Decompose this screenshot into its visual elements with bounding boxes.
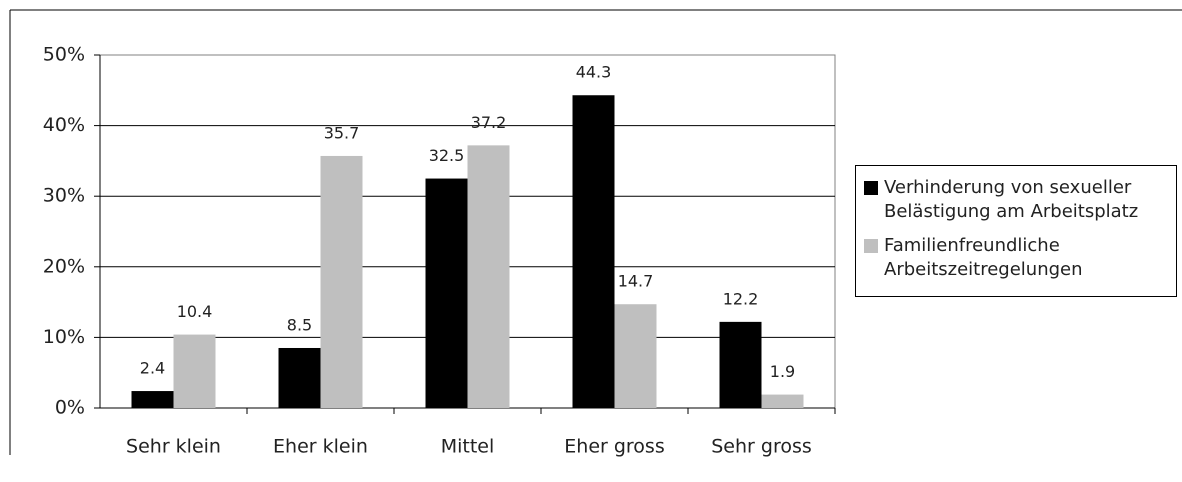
y-tick-label: 50% — [43, 44, 85, 66]
bar — [173, 334, 216, 408]
y-tick-label: 20% — [43, 255, 85, 277]
value-label: 8.5 — [287, 315, 312, 334]
value-label: 12.2 — [723, 289, 759, 308]
x-tick-label: Eher klein — [273, 436, 368, 458]
legend-item: Verhinderung von sexueller Belästigung a… — [862, 176, 1170, 224]
legend-swatch — [864, 181, 878, 195]
value-label: 37.2 — [471, 113, 507, 132]
bar — [131, 391, 174, 408]
x-tick-label: Mittel — [441, 436, 495, 458]
value-label: 14.7 — [618, 272, 654, 291]
value-label: 35.7 — [324, 123, 360, 142]
y-tick-label: 0% — [55, 397, 85, 419]
bar — [719, 321, 762, 408]
bar — [614, 304, 657, 408]
x-tick-label: Sehr gross — [711, 436, 812, 458]
legend: Verhinderung von sexueller Belästigung a… — [855, 165, 1177, 297]
bar — [572, 95, 615, 408]
bar — [761, 394, 804, 408]
value-label: 32.5 — [429, 146, 465, 165]
bar — [467, 145, 510, 409]
value-label: 1.9 — [770, 362, 795, 381]
x-tick-label: Sehr klein — [126, 436, 221, 458]
value-label: 44.3 — [576, 63, 612, 82]
y-tick-label: 30% — [43, 185, 85, 207]
legend-swatch — [864, 239, 878, 253]
legend-label: Verhinderung von sexueller Belästigung a… — [884, 177, 1139, 222]
value-label: 2.4 — [140, 359, 165, 378]
value-label: 10.4 — [177, 302, 213, 321]
bar — [425, 178, 468, 408]
bar — [278, 347, 321, 408]
legend-label: Familienfreundliche Arbeitszeitregelunge… — [884, 235, 1083, 280]
y-tick-label: 10% — [43, 326, 85, 348]
bar — [320, 155, 363, 408]
y-tick-label: 40% — [43, 114, 85, 136]
x-tick-label: Eher gross — [564, 436, 664, 458]
legend-item: Familienfreundliche Arbeitszeitregelunge… — [862, 234, 1170, 282]
